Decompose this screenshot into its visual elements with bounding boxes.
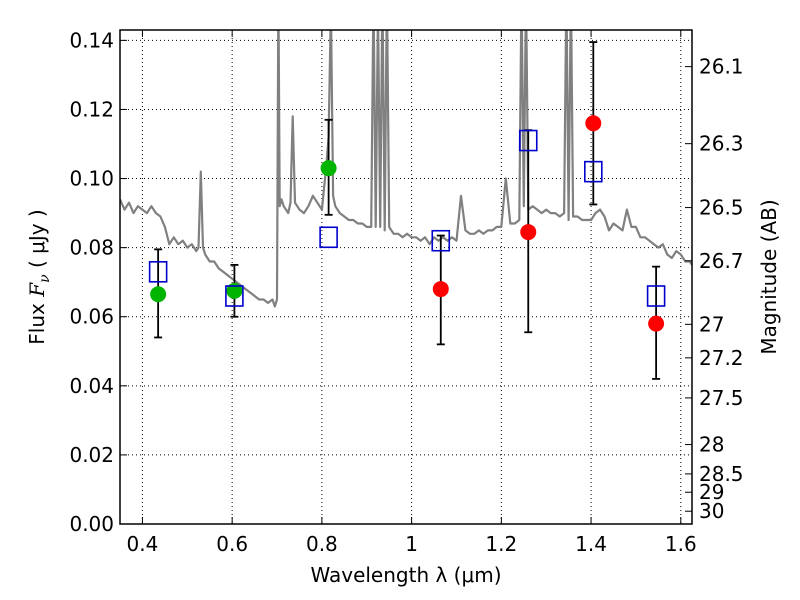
axis-ticks [120,30,692,525]
data-point-group [226,264,243,318]
x-tick-label: 1.4 [575,532,607,556]
x-tick-label: 0.4 [127,532,159,556]
x-tick-label: 1 [405,532,418,556]
right-axis-tick-label: 28.5 [699,462,744,486]
model-photometry-square [431,229,451,252]
plot-frame [119,29,693,525]
y-tick-label: 0.00 [69,512,114,536]
axis-tick-labels: 0.4 0.6 0.8 1 1.2 1.4 1.6 0.00 0.02 0.04 0.06 0.08 0… [69,28,743,556]
data-point-group [320,118,337,216]
right-axis-tick-label: 28 [699,433,724,457]
y-tick-label: 0.10 [69,167,114,191]
y-axis-label-symbol: F [25,282,49,298]
data-point-group [585,41,602,206]
data-point [432,281,449,298]
right-axis-tick-label: 29 [699,480,724,504]
x-axis-label: Wavelength λ (μm) [310,563,501,587]
data-point [320,160,337,177]
data-point-group [648,265,665,380]
y-axis-label-subscript: ν [37,274,53,283]
data-point [226,282,243,299]
model-photometry-square [646,285,666,307]
plot-area [120,30,692,380]
model-photometry-square [225,285,244,307]
y-tick-label: 0.06 [69,305,114,329]
right-axis-tick-label: 26.5 [699,196,744,220]
y-tick-label: 0.08 [69,236,114,260]
x-tick-label: 1.6 [665,532,697,556]
y-tick-label: 0.02 [69,443,114,467]
x-tick-label: 0.8 [306,532,338,556]
data-point [520,224,537,241]
right-axis-tick-label: 26.7 [699,249,744,273]
y-axis-label: Flux Fν ( μJy ) [25,209,53,344]
y-tick-label: 0.12 [69,97,114,121]
y-axis-label-suffix: ( μJy ) [25,209,49,274]
model-photometry-square [148,261,168,283]
right-axis-label: Magnitude (AB) [757,199,781,354]
right-axis-tick-label: 26.1 [699,55,744,79]
right-axis-tick-label: 26.3 [699,132,744,156]
y-axis-label-prefix: Flux [25,297,49,345]
x-tick-label: 1.2 [485,532,517,556]
model-photometry-square [518,129,538,152]
grid [120,30,692,524]
model-photometry-square [319,226,338,249]
y-tick-label: 0.14 [69,28,114,52]
model-spectrum-line [120,30,692,308]
data-point [150,286,167,303]
data-point-group [150,248,167,339]
y-tick-label: 0.04 [69,374,114,398]
model-photometry-square [584,160,603,183]
right-axis-tick-label: 27 [699,312,724,336]
right-axis-tick-label: 27.2 [699,346,744,370]
data-point-group [432,234,449,346]
data-point [648,315,665,332]
data-point [585,115,602,132]
x-tick-label: 0.6 [216,532,248,556]
right-axis-tick-label: 27.5 [699,386,744,410]
right-axis-tick-label: 30 [699,499,724,523]
